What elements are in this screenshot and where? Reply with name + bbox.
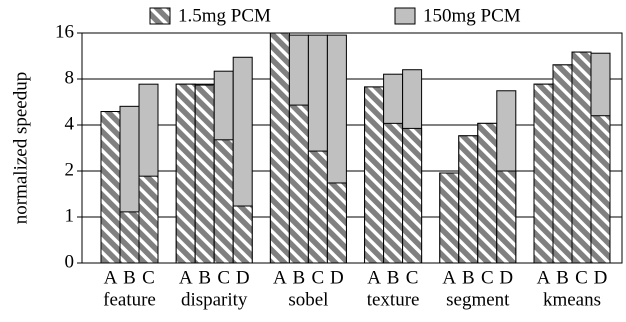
group-label: feature — [103, 289, 156, 310]
x-tick-label: B — [556, 267, 569, 288]
bar — [232, 205, 253, 264]
bar — [119, 211, 140, 264]
bar — [383, 122, 404, 264]
x-tick-label: C — [575, 267, 588, 288]
y-tick-label: 8 — [65, 67, 75, 88]
bar — [496, 170, 517, 264]
bar — [364, 86, 385, 264]
x-tick-label: A — [367, 267, 381, 288]
bar — [194, 84, 215, 264]
legend-label: 150mg PCM — [423, 5, 521, 26]
y-tick-label: 4 — [65, 113, 75, 134]
x-tick-label: B — [387, 267, 400, 288]
bar — [175, 83, 196, 264]
bar — [571, 51, 592, 264]
legend-swatch — [149, 7, 171, 25]
group-label: texture — [367, 289, 420, 310]
x-tick-label: C — [312, 267, 325, 288]
y-tick-label: 0 — [65, 251, 75, 272]
y-tick-label: 1 — [65, 205, 75, 226]
x-tick-label: A — [179, 267, 193, 288]
y-axis-label: normalized speedup — [10, 72, 31, 224]
group-label: segment — [446, 289, 510, 310]
bar — [458, 135, 479, 264]
bar — [326, 182, 347, 264]
bar — [439, 172, 460, 264]
bar — [269, 32, 290, 264]
legend-label: 1.5mg PCM — [178, 5, 271, 26]
x-tick-label: B — [293, 267, 306, 288]
bar — [288, 104, 309, 264]
bar — [307, 150, 328, 264]
x-tick-label: C — [481, 267, 494, 288]
x-tick-label: B — [462, 267, 475, 288]
group-label: disparity — [181, 289, 248, 310]
y-tick-label: 16 — [55, 21, 74, 42]
x-tick-label: D — [499, 267, 513, 288]
x-tick-label: C — [217, 267, 230, 288]
x-tick-label: A — [537, 267, 551, 288]
x-tick-label: D — [594, 267, 608, 288]
x-tick-label: A — [104, 267, 118, 288]
legend-swatch — [394, 7, 416, 25]
bar — [590, 115, 611, 264]
bar — [138, 175, 159, 264]
group-label: sobel — [288, 289, 328, 310]
group-label: kmeans — [543, 289, 601, 310]
x-tick-label: C — [406, 267, 419, 288]
x-tick-label: B — [123, 267, 136, 288]
x-tick-label: D — [236, 267, 250, 288]
bar — [533, 83, 554, 264]
bar — [477, 122, 498, 264]
x-tick-label: B — [198, 267, 211, 288]
bar — [100, 111, 121, 264]
x-tick-label: A — [442, 267, 456, 288]
plot-frame — [81, 32, 623, 264]
bar — [213, 139, 234, 264]
x-tick-label: A — [273, 267, 287, 288]
x-tick-label: D — [330, 267, 344, 288]
bar — [552, 64, 573, 264]
y-tick-label: 2 — [65, 159, 75, 180]
bar — [402, 127, 423, 264]
x-tick-label: C — [142, 267, 155, 288]
